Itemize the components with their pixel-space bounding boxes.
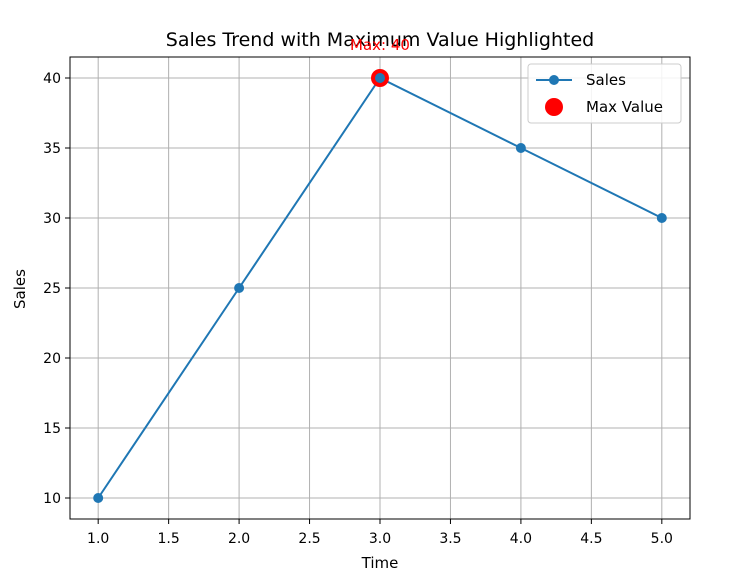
- x-tick-label: 2.5: [298, 531, 320, 547]
- y-tick-label: 10: [43, 491, 61, 507]
- max-annotation: Max: 40: [350, 36, 410, 54]
- y-tick-label: 35: [43, 141, 61, 157]
- max-data-point: [375, 73, 385, 83]
- y-tick-label: 20: [43, 351, 61, 367]
- x-tick-label: 3.0: [369, 531, 391, 547]
- data-point: [656, 213, 667, 223]
- x-tick-label: 4.0: [510, 531, 532, 547]
- series-layer: [93, 69, 667, 503]
- legend: Sales Max Value: [527, 63, 682, 124]
- y-tick-label: 25: [43, 281, 61, 297]
- legend-sales-label: Sales: [586, 71, 626, 89]
- data-point: [515, 143, 526, 153]
- y-axis-label: Sales: [11, 269, 29, 309]
- grid: [70, 57, 690, 519]
- x-tick-label: 1.0: [87, 531, 109, 547]
- x-axis-label: Time: [361, 554, 399, 572]
- y-tick-label: 30: [43, 211, 61, 227]
- y-tick-label: 15: [43, 421, 61, 437]
- x-tick-label: 2.0: [228, 531, 250, 547]
- data-point: [93, 493, 104, 503]
- chart-title: Sales Trend with Maximum Value Highlight…: [166, 29, 594, 51]
- x-tick-label: 4.5: [580, 531, 602, 547]
- x-tick-label: 5.0: [651, 531, 673, 547]
- y-tick-label: 40: [43, 71, 61, 87]
- legend-max-label: Max Value: [586, 98, 663, 116]
- x-tick-label: 3.5: [439, 531, 461, 547]
- y-axis: 10 15 20 25 30 35 40: [43, 71, 70, 507]
- data-point: [234, 283, 245, 293]
- legend-max-marker: [545, 98, 563, 116]
- x-axis: 1.0 1.5 2.0 2.5 3.0 3.5 4.0 4.5 5.0: [87, 519, 673, 547]
- legend-sales-marker: [549, 75, 559, 85]
- x-tick-label: 1.5: [158, 531, 180, 547]
- legend-frame: [527, 63, 682, 124]
